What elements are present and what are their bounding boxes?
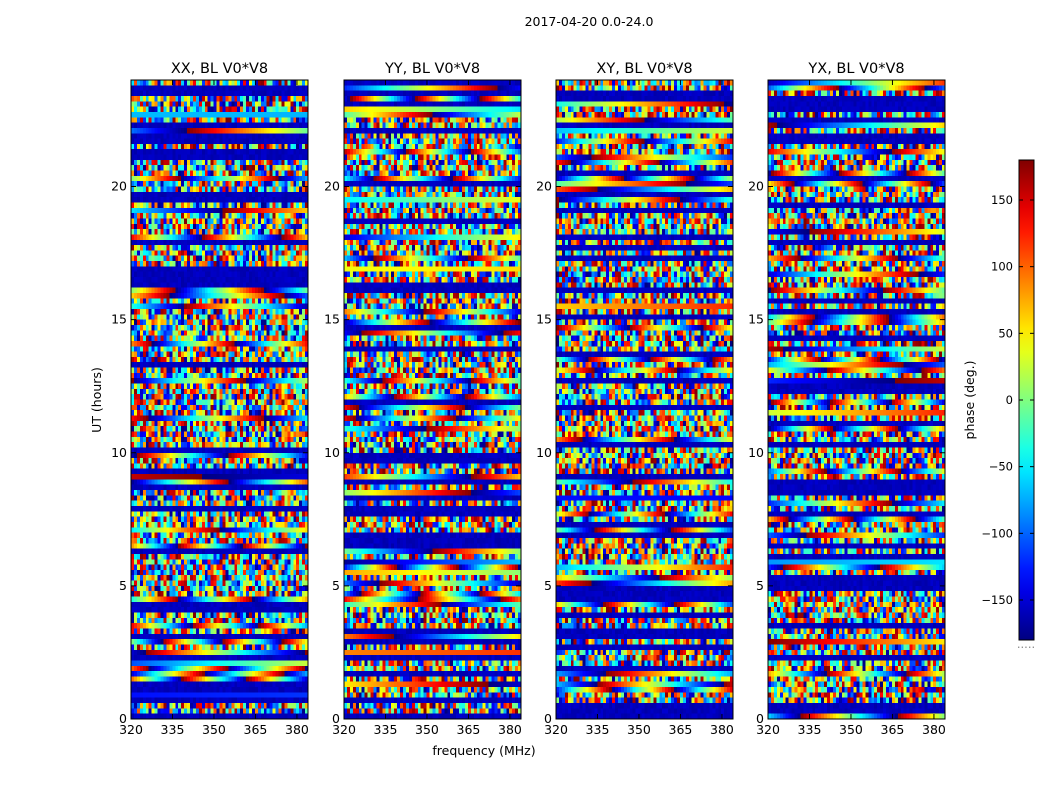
y-tick-label: 10 (324, 445, 340, 460)
figure-title: 2017-04-20 0.0-24.0 (525, 14, 654, 29)
x-tick-label: 380 (498, 722, 522, 737)
panel-yy: YY, BL V0*V8 320 335 350 365 380 0 5 10 15 20 (324, 61, 522, 737)
colorbar-tick-label: −100 (981, 526, 1013, 540)
x-tick-label: 335 (161, 722, 185, 737)
x-tick-label: 365 (881, 722, 905, 737)
phase-raster (556, 80, 733, 719)
y-tick-label: 5 (756, 578, 764, 593)
x-tick-label: 320 (544, 722, 568, 737)
colorbar-tick-label: 100 (991, 260, 1013, 274)
y-tick-label: 0 (332, 711, 340, 726)
x-tick-label: 320 (119, 722, 143, 737)
panel-yx: YX, BL V0*V8 320 335 350 365 380 0 5 10 15 20 (748, 61, 946, 737)
y-tick-label: 15 (536, 312, 552, 327)
y-tick-label: 20 (324, 179, 340, 194)
panel-title: YX, BL V0*V8 (807, 61, 904, 77)
y-tick-label: 10 (111, 445, 127, 460)
x-tick-label: 380 (922, 722, 946, 737)
panel-title: YY, BL V0*V8 (384, 61, 480, 77)
y-tick-label: 5 (544, 578, 552, 593)
y-tick-label: 10 (748, 445, 764, 460)
y-tick-label: 15 (324, 312, 340, 327)
y-axis-label: UT (hours) (89, 367, 104, 433)
y-tick-label: 0 (119, 711, 127, 726)
x-tick-label: 350 (202, 722, 226, 737)
panel-frame (555, 79, 734, 720)
panel-xx: XX, BL V0*V8 320 335 350 365 380 0 5 10 15 20 (111, 61, 309, 737)
colorbar-tick-label: −150 (981, 593, 1013, 607)
y-tick-label: 15 (748, 312, 764, 327)
x-tick-label: 335 (374, 722, 398, 737)
colorbar: 150 100 50 0 −50 −100 −150 (981, 159, 1035, 641)
x-tick-label: 335 (586, 722, 610, 737)
y-tick-label: 10 (536, 445, 552, 460)
y-tick-label: 5 (332, 578, 340, 593)
x-axis-label: frequency (MHz) (432, 743, 535, 758)
panel-frame (767, 79, 946, 720)
x-tick-label: 380 (710, 722, 734, 737)
y-tick-label: 20 (111, 179, 127, 194)
colorbar-extra-label: ..... (1017, 637, 1035, 651)
colorbar-tick-label: 150 (991, 193, 1013, 207)
x-tick-label: 350 (839, 722, 863, 737)
x-tick-label: 350 (627, 722, 651, 737)
x-tick-label: 365 (244, 722, 268, 737)
x-tick-label: 380 (285, 722, 309, 737)
x-tick-label: 365 (669, 722, 693, 737)
x-tick-label: 320 (332, 722, 356, 737)
panel-xy: XY, BL V0*V8 320 335 350 365 380 0 5 10 15 20 (536, 61, 734, 737)
x-tick-label: 335 (798, 722, 822, 737)
y-tick-label: 20 (748, 179, 764, 194)
panel-frame (343, 79, 522, 720)
phase-raster (344, 80, 521, 719)
y-tick-label: 5 (119, 578, 127, 593)
y-tick-label: 0 (544, 711, 552, 726)
colorbar-tick-label: 50 (998, 326, 1013, 340)
x-tick-label: 365 (457, 722, 481, 737)
colorbar-label: phase (deg.) (962, 361, 977, 440)
x-tick-label: 350 (415, 722, 439, 737)
panel-title: XY, BL V0*V8 (596, 61, 692, 77)
panel-frame (130, 79, 309, 720)
panel-title: XX, BL V0*V8 (171, 61, 268, 77)
y-tick-label: 0 (756, 711, 764, 726)
x-tick-label: 320 (756, 722, 780, 737)
phase-raster (768, 80, 945, 719)
colorbar-tick-label: −50 (989, 460, 1013, 474)
phase-raster (131, 80, 308, 719)
y-tick-label: 15 (111, 312, 127, 327)
y-tick-label: 20 (536, 179, 552, 194)
colorbar-tick-label: 0 (1006, 393, 1013, 407)
